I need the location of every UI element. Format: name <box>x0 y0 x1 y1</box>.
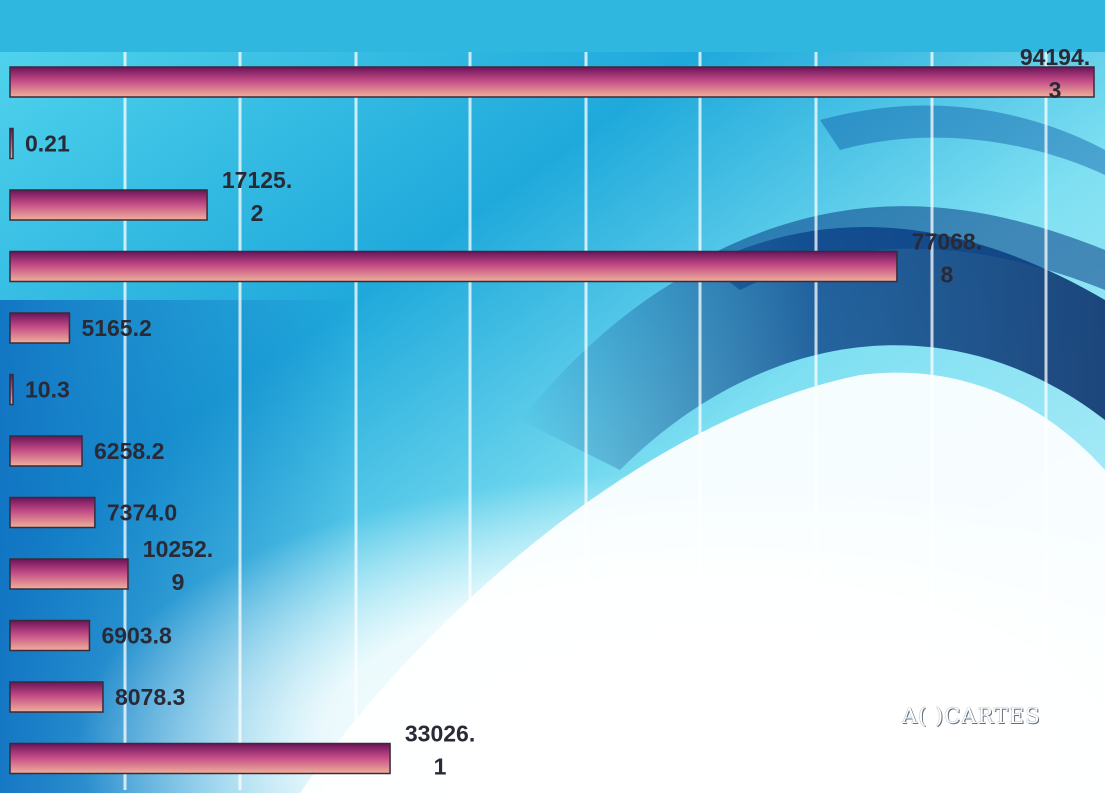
bars <box>9 66 1095 775</box>
watermark-logo: A( )CARTES <box>902 704 1041 728</box>
value-label: 8078.3 <box>115 684 185 710</box>
bar <box>9 496 96 529</box>
gridlines <box>123 52 1048 790</box>
value-label: 5165.2 <box>81 315 151 341</box>
bar <box>9 250 898 283</box>
bar <box>9 189 208 221</box>
bar <box>9 681 104 713</box>
value-label: 0.21 <box>25 131 70 157</box>
value-label: 7374.0 <box>107 500 177 526</box>
value-label: 10252. 9 <box>143 536 213 595</box>
value-label: 33026. 1 <box>405 721 475 780</box>
bar <box>9 619 91 652</box>
bar <box>9 742 391 775</box>
value-label: 94194. 3 <box>1020 44 1090 103</box>
value-label: 6903.8 <box>101 623 172 649</box>
bar <box>9 66 1095 98</box>
bar <box>9 435 83 467</box>
bar <box>9 127 14 160</box>
value-label: 10.3 <box>25 377 70 403</box>
value-label: 17125. 2 <box>222 167 292 226</box>
bar <box>9 373 14 406</box>
value-labels: 94194. 3 0.21 17125. 2 77068. 8 5165.2 10.3 6258.… <box>25 44 1090 780</box>
bar <box>9 312 71 344</box>
value-label: 6258.2 <box>94 438 164 464</box>
value-label: 77068. 8 <box>912 229 982 288</box>
bar <box>9 558 129 590</box>
